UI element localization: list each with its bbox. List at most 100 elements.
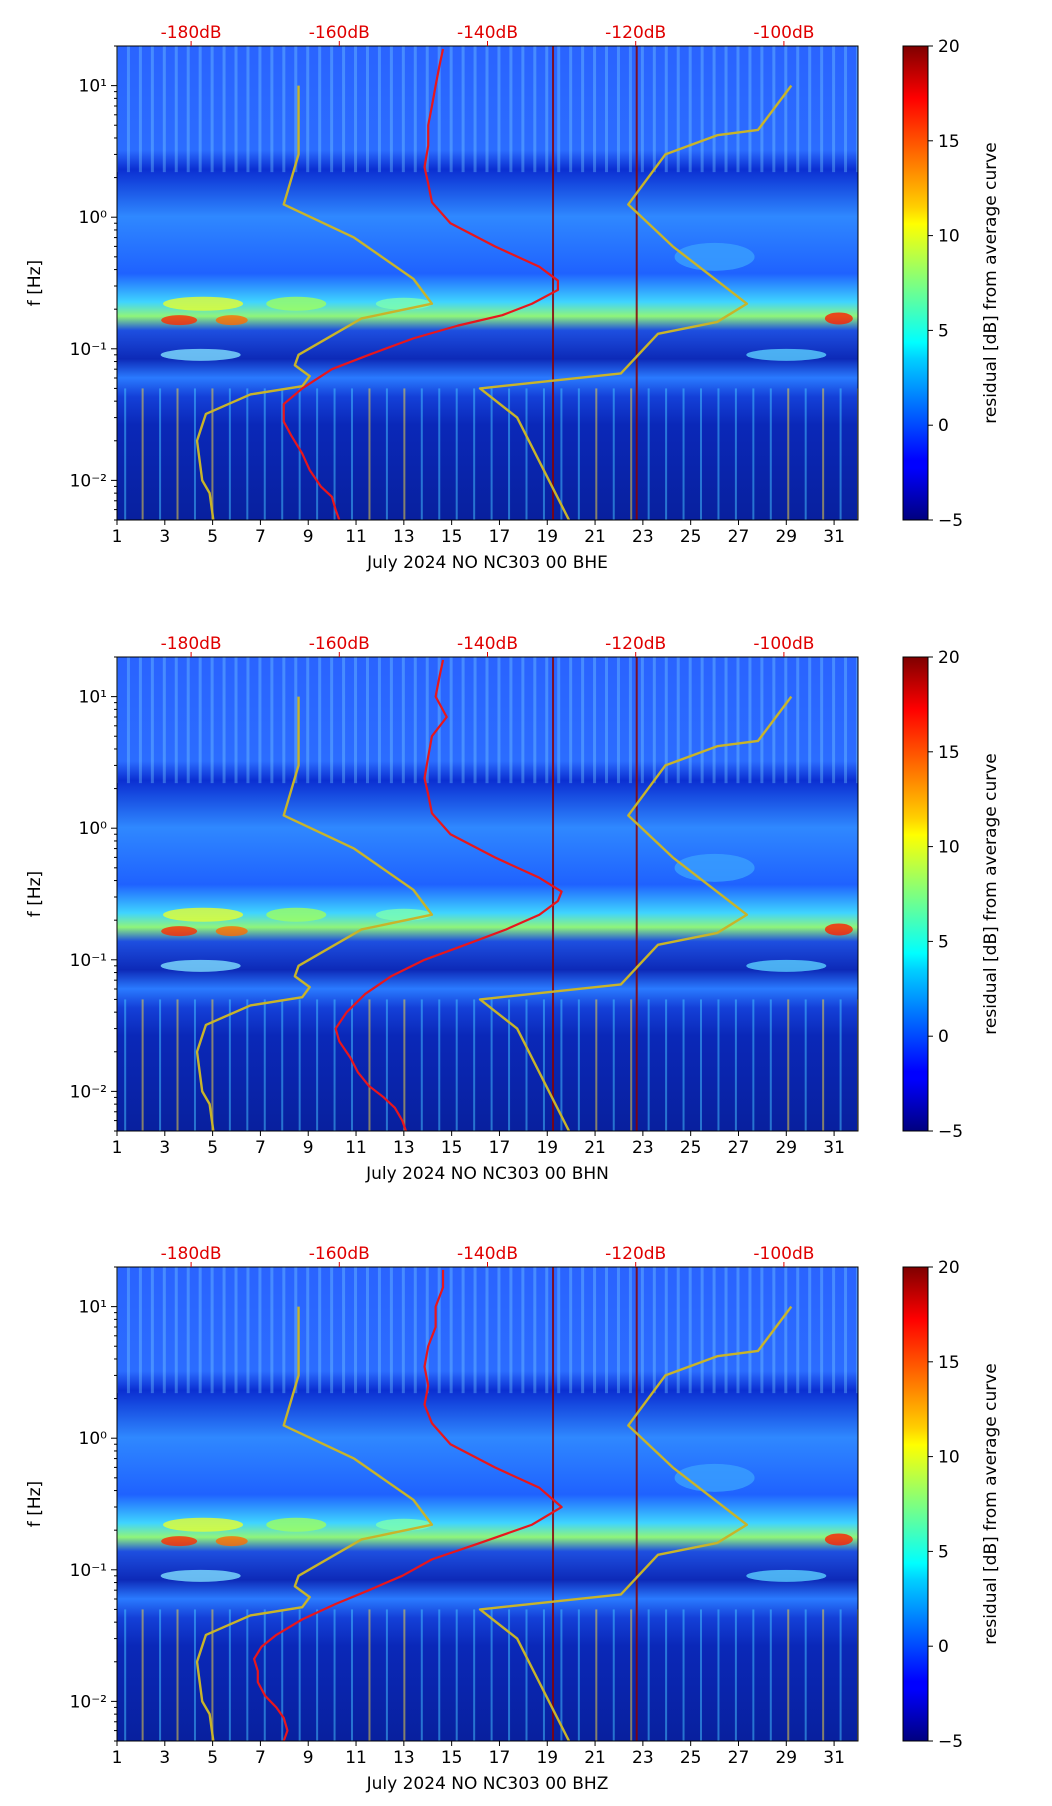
heatmap-streak — [174, 46, 178, 173]
heatmap-line — [734, 1609, 737, 1741]
heatmap-streak — [557, 46, 561, 173]
heatmap-line — [630, 999, 633, 1131]
heatmap-line — [438, 999, 441, 1131]
heatmap-line — [752, 1609, 755, 1741]
heatmap-streak — [521, 46, 525, 173]
heatmap-line — [682, 388, 685, 520]
heatmap-line — [228, 999, 231, 1131]
heatmap-streak — [844, 1267, 848, 1394]
heatmap-streak — [832, 657, 836, 784]
heatmap-blob — [746, 348, 827, 361]
heatmap-streak — [389, 46, 393, 173]
heatmap-line — [246, 1609, 249, 1741]
y-axis-label: f [Hz] — [25, 1481, 45, 1527]
x-tick-label: 1 — [112, 1748, 123, 1768]
heatmap-blob — [161, 315, 198, 326]
heatmap-line — [752, 999, 755, 1131]
heatmap-line — [228, 1609, 231, 1741]
heatmap-line — [717, 388, 720, 520]
heatmap-streak — [330, 657, 334, 784]
colorbar-tick-label: 5 — [938, 932, 949, 952]
heatmap-line — [542, 999, 545, 1131]
x-tick-label: 13 — [393, 1748, 415, 1768]
heatmap-streak — [425, 46, 429, 173]
heatmap-blob — [215, 926, 248, 937]
heatmap-line — [281, 1609, 284, 1741]
heatmap-line — [368, 1609, 371, 1741]
heatmap-streak — [282, 657, 286, 784]
x-tick-label: 7 — [255, 1138, 266, 1158]
heatmap-line — [211, 388, 214, 520]
x-tick-label: 15 — [441, 1748, 463, 1768]
heatmap-line — [281, 999, 284, 1131]
heatmap-blob — [161, 926, 198, 937]
heatmap-streak — [760, 657, 764, 784]
heatmap-streak — [748, 46, 752, 173]
heatmap-line — [176, 1609, 179, 1741]
heatmap-streak — [521, 1267, 525, 1394]
heatmap-streak — [162, 657, 166, 784]
heatmap-streak — [437, 657, 441, 784]
heatmap-streak — [545, 46, 549, 173]
heatmap-streak — [270, 1267, 274, 1394]
heatmap-line — [769, 388, 772, 520]
x-tick-label: 31 — [823, 1138, 845, 1158]
event-line — [635, 46, 638, 520]
x-tick-label: 25 — [680, 1748, 702, 1768]
heatmap-streak — [425, 657, 429, 784]
heatmap-streak — [724, 657, 728, 784]
heatmap-line — [455, 999, 458, 1131]
heatmap-blob — [824, 923, 853, 936]
heatmap-line — [630, 388, 633, 520]
heatmap-streak — [581, 657, 585, 784]
heatmap-blob — [215, 315, 248, 326]
x-tick-label: 5 — [207, 527, 218, 547]
colorbar: 20 15 10 5 0 −5 residual [dB] from average cur… — [902, 37, 1001, 531]
heatmap-streak — [820, 46, 824, 173]
x-tick-label: 29 — [775, 527, 797, 547]
heatmap-streak — [413, 46, 417, 173]
x-tick-label: 21 — [584, 1748, 606, 1768]
heatmap-line — [734, 999, 737, 1131]
x-tick-label: 21 — [584, 1138, 606, 1158]
heatmap-streak — [138, 1267, 142, 1394]
heatmap-line — [228, 388, 231, 520]
heatmap-streak — [652, 657, 656, 784]
heatmap-streak — [473, 1267, 477, 1394]
heatmap-streak — [796, 657, 800, 784]
heatmap-streak — [509, 1267, 513, 1394]
x-tick-label: 25 — [680, 527, 702, 547]
event-line — [552, 1267, 555, 1741]
heatmap-streak — [593, 1267, 597, 1394]
heatmap-streak — [198, 1267, 202, 1394]
heatmap-line — [385, 388, 388, 520]
heatmap-streak — [234, 1267, 238, 1394]
heatmap-streak — [258, 1267, 262, 1394]
heatmap-streak — [521, 657, 525, 784]
x-axis-label: July 2024 NO NC303 00 BHN — [365, 1164, 609, 1184]
x-tick-label: 5 — [207, 1748, 218, 1768]
heatmap-streak — [760, 46, 764, 173]
heatmap-line — [159, 999, 162, 1131]
x-tick-label: 25 — [680, 1138, 702, 1158]
db-tick-label: -160dB — [309, 1244, 370, 1264]
heatmap-streak — [294, 1267, 298, 1394]
heatmap-line — [665, 1609, 668, 1741]
heatmap-streak — [473, 657, 477, 784]
heatmap-line — [368, 999, 371, 1131]
heatmap-line — [385, 1609, 388, 1741]
heatmap-streak — [736, 657, 740, 784]
heatmap-line — [595, 388, 598, 520]
heatmap-streak — [557, 657, 561, 784]
heatmap-area — [117, 657, 858, 1131]
heatmap-streak — [186, 46, 190, 173]
heatmap-line — [473, 1609, 476, 1741]
heatmap-line — [804, 388, 807, 520]
colorbar-tick-label: 0 — [938, 416, 949, 436]
heatmap-streak — [605, 657, 609, 784]
nhnm-curve — [478, 1305, 793, 1741]
heatmap-streak — [664, 657, 668, 784]
heatmap-line — [490, 999, 493, 1131]
x-tick-label: 29 — [775, 1138, 797, 1158]
heatmap-streak — [365, 46, 369, 173]
